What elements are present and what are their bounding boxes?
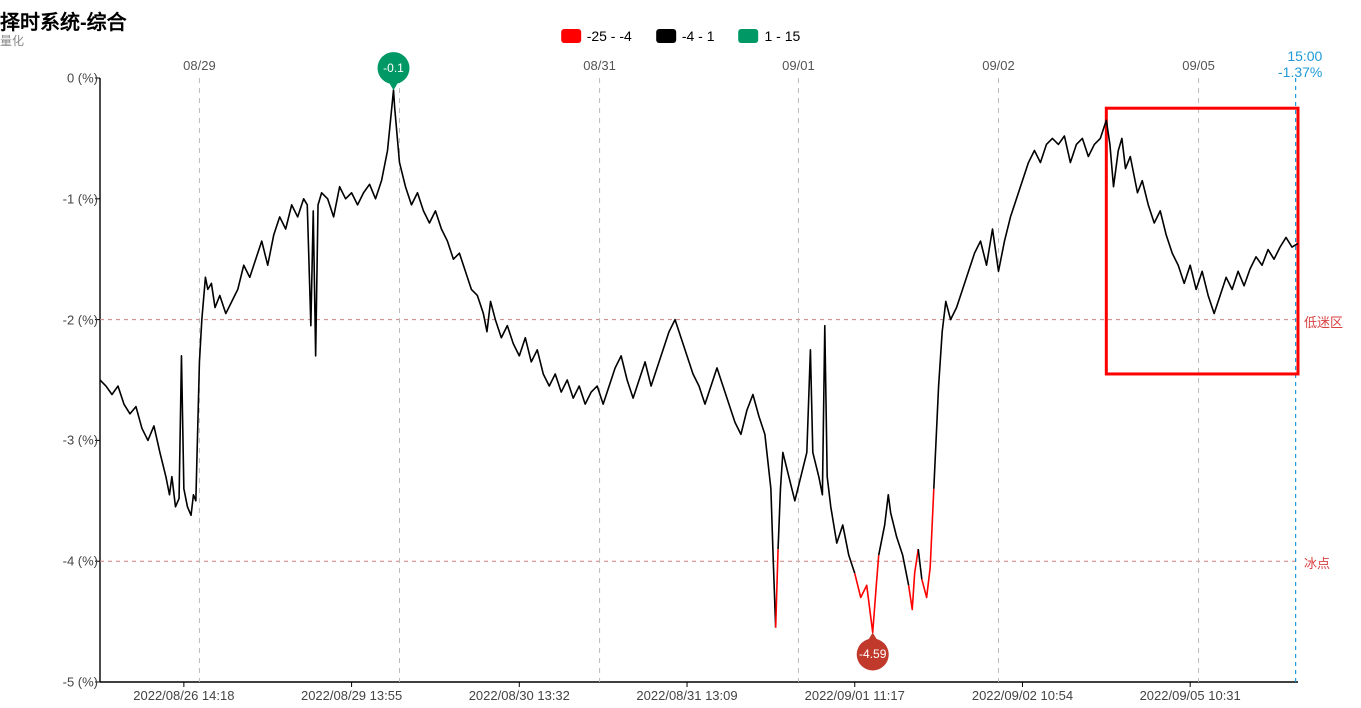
x-bottom-tick-label: 2022/08/31 13:09 <box>636 688 737 703</box>
y-tick-label: -4 (%) <box>38 554 98 569</box>
x-top-tick-label: 08/29 <box>183 58 216 73</box>
x-top-tick-label: 09/02 <box>982 58 1015 73</box>
x-bottom-tick-label: 2022/09/02 10:54 <box>972 688 1073 703</box>
x-top-tick-label: 09/01 <box>782 58 815 73</box>
y-tick-label: -2 (%) <box>38 312 98 327</box>
y-tick-label: 0 (%) <box>38 71 98 86</box>
current-value-callout: 15:00-1.37% <box>1278 48 1322 80</box>
x-bottom-tick-label: 2022/08/26 14:18 <box>133 688 234 703</box>
x-top-tick-label: 09/05 <box>1182 58 1215 73</box>
x-bottom-tick-label: 2022/09/05 10:31 <box>1140 688 1241 703</box>
zone-label: 冰点 <box>1304 553 1330 572</box>
chart-container: 择时系统-综合 量化 -25 - -4 -4 - 1 1 - 15 0 (%)-… <box>0 0 1361 708</box>
x-bottom-tick-label: 2022/08/30 13:32 <box>469 688 570 703</box>
x-bottom-tick-label: 2022/09/01 11:17 <box>805 688 905 703</box>
y-tick-label: -3 (%) <box>38 433 98 448</box>
y-tick-label: -5 (%) <box>38 675 98 690</box>
x-bottom-tick-label: 2022/08/29 13:55 <box>301 688 402 703</box>
current-time: 15:00 <box>1278 48 1322 64</box>
y-tick-label: -1 (%) <box>38 191 98 206</box>
chart-plot <box>0 0 1361 708</box>
x-top-tick-label: 08/31 <box>583 58 616 73</box>
zone-label: 低迷区 <box>1304 312 1343 331</box>
current-value: -1.37% <box>1278 64 1322 80</box>
